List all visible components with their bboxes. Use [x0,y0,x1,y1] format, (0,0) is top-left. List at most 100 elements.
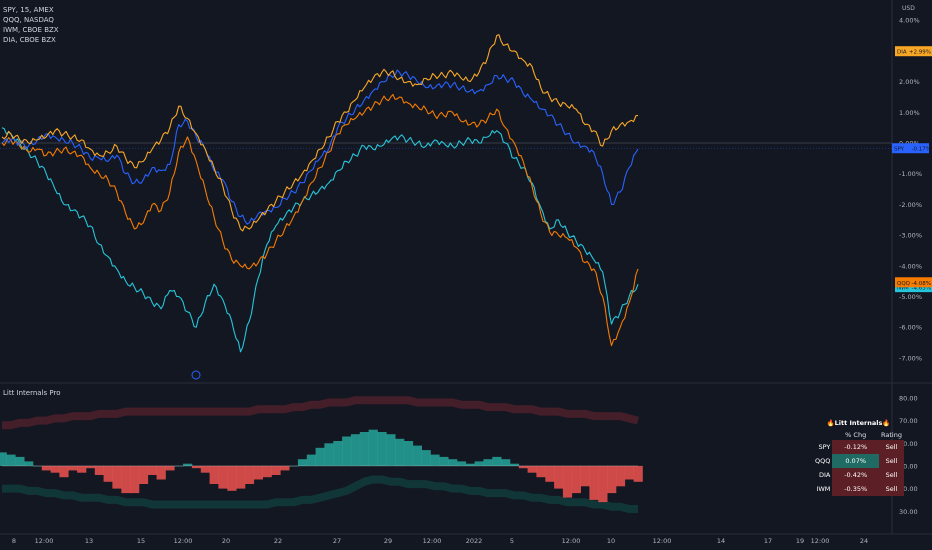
histogram-bar [244,465,255,484]
table-row: IWM -0.35% Sell [813,482,904,496]
time-tick-label: 14 [717,537,725,545]
price-tick-label: 4.00% [899,17,920,25]
time-tick-label: 24 [860,537,868,545]
tag-value: -4.08% [912,281,931,287]
histogram-bar [439,456,449,466]
last-value-tag [895,277,932,288]
symbol-legend: SPY, 15, AMEX QQQ, NASDAQ IWM, CBOE BZX … [3,5,59,45]
row-change: -0.35% [832,482,880,496]
histogram-bar [359,432,369,466]
indicator-tick-label: 70.00 [899,417,918,425]
histogram-bar [77,465,87,473]
histogram-bar [50,465,60,473]
series-line-spy [1,69,639,225]
histogram-bar [615,465,626,487]
row-rating: Sell [879,482,904,496]
time-tick-label: 12:00 [653,537,672,545]
histogram-bar [456,461,467,466]
histogram-bar [138,465,149,484]
price-tick-label: 2.00% [899,78,920,86]
histogram-bar [297,459,308,466]
histogram-bar [191,465,202,469]
histogram-bar [474,461,484,466]
series-line-qqq [1,93,639,347]
price-tick-label: 1.00% [899,109,920,117]
histogram-bar [377,432,387,466]
histogram-bar [112,465,122,489]
row-change: 0.07% [832,454,880,468]
row-symbol: IWM [816,485,831,493]
row-change: -0.12% [832,440,880,454]
last-value-tag [895,46,932,57]
time-tick-label: 27 [333,537,341,545]
table-row: DIA -0.42% Sell [813,468,904,482]
time-tick-label: 15 [137,537,145,545]
histogram-bar [253,465,263,480]
time-tick-label: 2022 [466,537,483,545]
indicator-tick-label: 40.00 [899,485,918,493]
table-row: SPY -0.12% Sell [813,440,904,454]
histogram-bar [386,434,396,466]
row-rating: Sell [879,468,904,482]
header-symbol [813,429,832,440]
histogram-bar [589,465,599,500]
price-tick-label: -2.00% [899,201,922,209]
histogram-bar [412,445,422,466]
legend-spy[interactable]: SPY, 15, AMEX [3,6,54,14]
histogram-bar [465,463,475,466]
row-symbol: DIA [818,471,831,479]
internals-title: 🔥Litt Internals🔥 [826,419,891,427]
indicator-tick-label: 50.00 [899,462,918,470]
histogram-bar [554,465,564,489]
row-rating: Sell [879,440,904,454]
series-line-iwm [1,127,639,353]
time-tick-label: 10 [607,537,615,545]
histogram-bar [527,465,537,473]
price-tick-label: -6.00% [899,324,922,332]
histogram-bar [571,465,581,494]
row-symbol: SPY [818,443,831,451]
internals-table: % Chg Rating SPY -0.12% Sell QQQ 0.07% S… [813,429,904,496]
time-tick-label: 29 [384,537,392,545]
tag-symbol: SPY [894,147,905,153]
legend-iwm[interactable]: IWM, CBOE BZX [3,26,59,34]
row-rating: Sell [879,454,904,468]
legend-dia[interactable]: DIA, CBOE BZX [3,36,56,44]
tag-value: -0.17% [912,147,931,153]
histogram-bar [509,463,520,466]
table-row: QQQ 0.07% Sell [813,454,904,468]
legend-qqq[interactable]: QQQ, NASDAQ [3,16,54,24]
histogram-bar [103,465,113,482]
histogram-bar [280,465,290,471]
internals-header-row: % Chg Rating [813,429,904,440]
series-line-dia [1,34,639,232]
time-tick-label: 12:00 [562,537,581,545]
time-tick-label: 12:00 [35,537,54,545]
indicator-tick-label: 80.00 [899,395,918,403]
price-tick-label: -3.00% [899,232,922,240]
price-tick-label: -1.00% [899,170,922,178]
histogram-bar [483,459,493,466]
tag-value: -4.63% [912,286,931,292]
histogram-bar [607,465,617,494]
histogram-bar [94,465,104,475]
indicator-axis[interactable]: 80.00 70.00 60.00 50.00 40.00 30.00 [899,395,918,516]
histogram-bar [324,443,334,466]
histogram-bar [536,465,546,478]
histogram-bar [430,454,440,466]
indicator-histogram [0,429,643,503]
event-marker[interactable] [191,370,201,380]
histogram-bar [0,452,7,466]
histogram-bar [306,454,316,466]
header-change: % Chg [845,430,867,439]
time-tick-label: 12:00 [174,537,193,545]
histogram-bar [624,465,634,480]
histogram-bar [24,461,34,466]
indicator-title[interactable]: Litt Internals Pro [3,389,61,397]
time-tick-label: 17 [764,537,772,545]
time-tick-label: 22 [274,537,282,545]
histogram-bar [545,465,555,482]
last-value-tag [892,143,929,154]
time-axis[interactable]: 8 12:00 13 15 12:00 20 22 27 29 12:00 2022 5 12:00 10… [12,537,868,545]
